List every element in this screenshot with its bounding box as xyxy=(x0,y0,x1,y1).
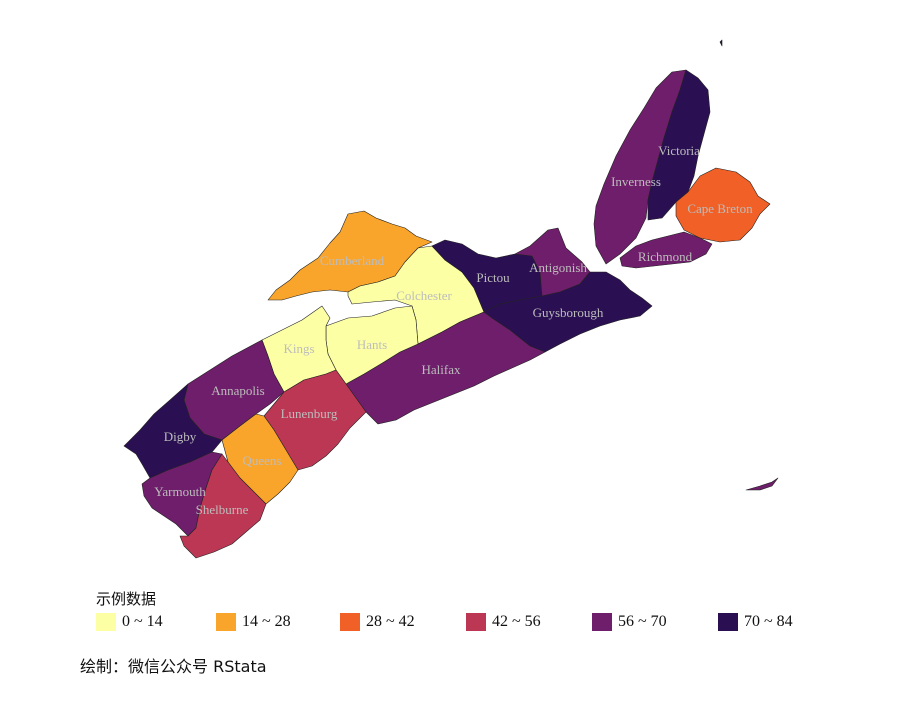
county-label: Halifax xyxy=(422,362,461,377)
legend-label: 42 ~ 56 xyxy=(492,613,541,630)
county-label: Digby xyxy=(164,429,197,444)
county-label: Pictou xyxy=(476,270,510,285)
county-label: Cumberland xyxy=(320,253,385,268)
legend-swatch xyxy=(592,613,612,631)
county-victoria[interactable] xyxy=(647,69,711,221)
county-cape-breton[interactable] xyxy=(675,167,771,243)
county-label: Shelburne xyxy=(196,502,249,517)
county-label: Queens xyxy=(243,453,282,468)
legend-item: 42 ~ 56 xyxy=(466,612,541,632)
county-label: Kings xyxy=(283,341,314,356)
county-shelburne[interactable] xyxy=(179,453,267,559)
county-label: Hants xyxy=(357,337,387,352)
county-label: Antigonish xyxy=(529,260,587,275)
legend-item: 14 ~ 28 xyxy=(216,612,291,632)
legend-label: 14 ~ 28 xyxy=(242,613,291,630)
county-label: Annapolis xyxy=(211,383,264,398)
legend-swatch xyxy=(340,613,360,631)
sable-island xyxy=(745,477,779,491)
county-labels: Cumberland Colchester Pictou Antigonish Guys… xyxy=(154,143,753,517)
legend-swatch xyxy=(216,613,236,631)
county-label: Lunenburg xyxy=(281,406,338,421)
county-label: Inverness xyxy=(611,174,661,189)
legend-swatch xyxy=(718,613,738,631)
legend-item: 0 ~ 14 xyxy=(96,612,163,632)
legend-swatch xyxy=(466,613,486,631)
county-digby[interactable] xyxy=(123,383,223,479)
county-label: Victoria xyxy=(658,143,700,158)
legend-title: 示例数据 xyxy=(96,590,157,608)
legend-swatch xyxy=(96,613,116,631)
county-cumberland[interactable] xyxy=(267,210,433,301)
county-label: Yarmouth xyxy=(154,484,206,499)
county-richmond[interactable] xyxy=(619,231,713,269)
st-paul-island xyxy=(719,39,723,47)
county-label: Cape Breton xyxy=(687,201,753,216)
legend-label: 56 ~ 70 xyxy=(618,613,667,630)
county-label: Richmond xyxy=(638,249,693,264)
legend-label: 28 ~ 42 xyxy=(366,613,415,630)
legend-item: 28 ~ 42 xyxy=(340,612,415,632)
legend-label: 0 ~ 14 xyxy=(122,613,163,630)
county-label: Guysborough xyxy=(533,305,604,320)
legend-item: 70 ~ 84 xyxy=(718,612,793,632)
caption: 绘制：微信公众号 RStata xyxy=(80,657,267,676)
legend-item: 56 ~ 70 xyxy=(592,612,667,632)
county-label: Colchester xyxy=(396,288,452,303)
legend-label: 70 ~ 84 xyxy=(744,613,793,630)
